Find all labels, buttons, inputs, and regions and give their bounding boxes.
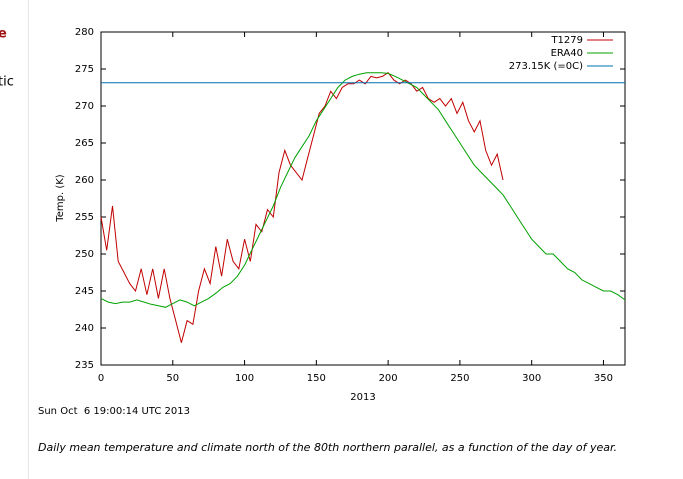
x-tick-label: 350 <box>594 373 613 384</box>
x-tick-label: 50 <box>166 373 179 384</box>
y-tick-label: 270 <box>75 101 94 112</box>
y-tick-label: 240 <box>75 323 94 334</box>
y-tick-label: 265 <box>75 138 94 149</box>
legend-label: 273.15K (=0C) <box>509 61 583 72</box>
y-tick-label: 235 <box>75 360 94 371</box>
x-tick-label: 300 <box>522 373 541 384</box>
legend-label: T1279 <box>550 35 583 46</box>
x-tick-label: 250 <box>450 373 469 384</box>
y-tick-label: 280 <box>75 27 94 38</box>
timestamp: Sun Oct 6 19:00:14 UTC 2013 <box>38 406 190 417</box>
y-tick-label: 275 <box>75 64 94 75</box>
x-axis-label: 2013 <box>350 392 375 403</box>
y-tick-label: 245 <box>75 286 94 297</box>
y-tick-label: 250 <box>75 249 94 260</box>
y-tick-label: 260 <box>75 175 94 186</box>
x-tick-label: 0 <box>98 373 104 384</box>
sidebar-text: e <box>0 27 7 42</box>
x-tick-label: 150 <box>307 373 326 384</box>
y-tick-label: 255 <box>75 212 94 223</box>
series-line <box>100 72 626 308</box>
x-tick-label: 100 <box>235 373 254 384</box>
y-axis-label: Temp. (K) <box>55 174 66 222</box>
series-line <box>100 72 504 343</box>
x-tick-label: 200 <box>379 373 398 384</box>
caption: Daily mean temperature and climate north… <box>38 441 617 454</box>
plot-frame <box>100 31 626 366</box>
legend-label: ERA40 <box>551 48 583 59</box>
sidebar-text: tic <box>0 75 14 90</box>
